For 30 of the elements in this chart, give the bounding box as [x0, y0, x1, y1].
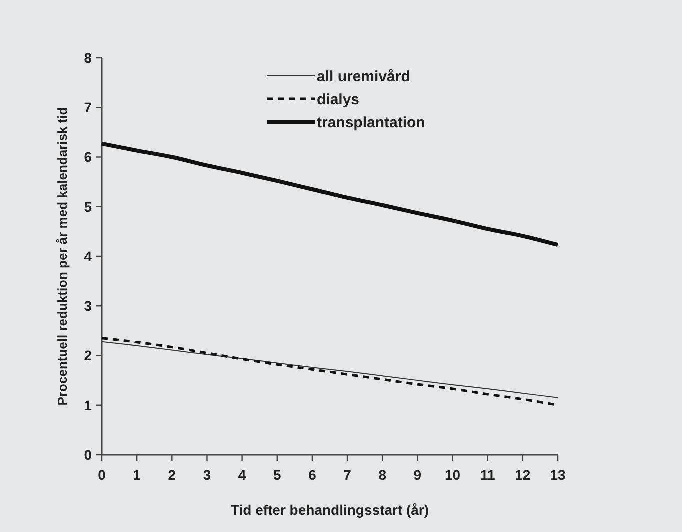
legend-label: transplantation: [317, 114, 426, 132]
x-tick-label: 3: [203, 467, 212, 483]
legend-label: dialys: [317, 91, 360, 108]
x-tick-label: 7: [344, 467, 352, 483]
x-tick-label: 8: [378, 467, 387, 483]
y-tick-label: 4: [84, 248, 92, 264]
x-tick-label: 5: [273, 467, 282, 483]
y-tick-label: 7: [84, 100, 92, 116]
legend-label: all uremivård: [317, 68, 410, 86]
x-axis-title: Tid efter behandlingsstart (år): [230, 502, 430, 518]
y-tick-label: 8: [84, 50, 92, 66]
x-tick-label: 6: [308, 467, 317, 483]
x-tick-label: 9: [414, 467, 422, 483]
x-tick-label: 10: [444, 467, 461, 483]
line-series: [102, 341, 558, 398]
line-series: [100, 142, 560, 248]
y-tick-label: 2: [84, 348, 92, 364]
x-tick-label: 12: [515, 467, 531, 483]
x-tick-label: 0: [98, 467, 106, 483]
x-tick-label: 2: [168, 467, 176, 483]
y-tick-label: 3: [84, 298, 92, 314]
x-tick-label: 1: [133, 467, 142, 483]
y-tick-label: 5: [84, 198, 92, 215]
x-tick-label: 13: [550, 467, 566, 483]
y-tick-label: 0: [84, 446, 92, 463]
x-tick-label: 11: [480, 467, 496, 483]
y-tick-label: 1: [84, 397, 92, 414]
y-tick-label: 6: [84, 149, 92, 166]
y-axis-title: Procentuell reduktion per år med kalendarisk tid: [55, 107, 70, 406]
x-tick-label: 4: [238, 467, 246, 483]
